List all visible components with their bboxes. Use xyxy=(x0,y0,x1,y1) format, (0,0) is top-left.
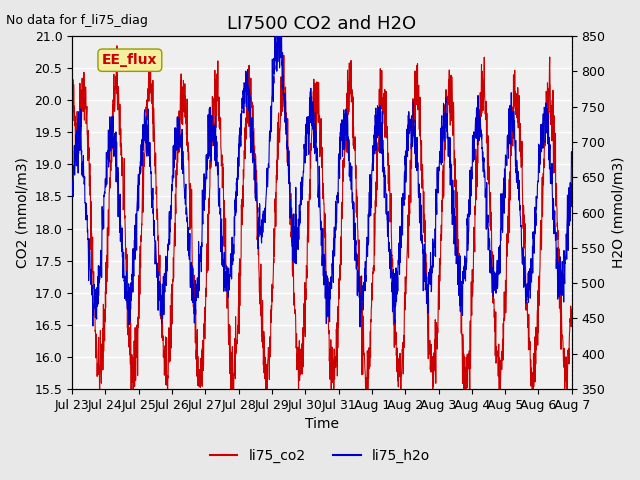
Title: LI7500 CO2 and H2O: LI7500 CO2 and H2O xyxy=(227,15,417,33)
X-axis label: Time: Time xyxy=(305,418,339,432)
Y-axis label: H2O (mmol/m3): H2O (mmol/m3) xyxy=(611,157,625,268)
Text: No data for f_li75_diag: No data for f_li75_diag xyxy=(6,14,148,27)
Legend: li75_co2, li75_h2o: li75_co2, li75_h2o xyxy=(204,443,436,468)
Y-axis label: CO2 (mmol/m3): CO2 (mmol/m3) xyxy=(15,157,29,268)
Text: EE_flux: EE_flux xyxy=(102,53,157,67)
